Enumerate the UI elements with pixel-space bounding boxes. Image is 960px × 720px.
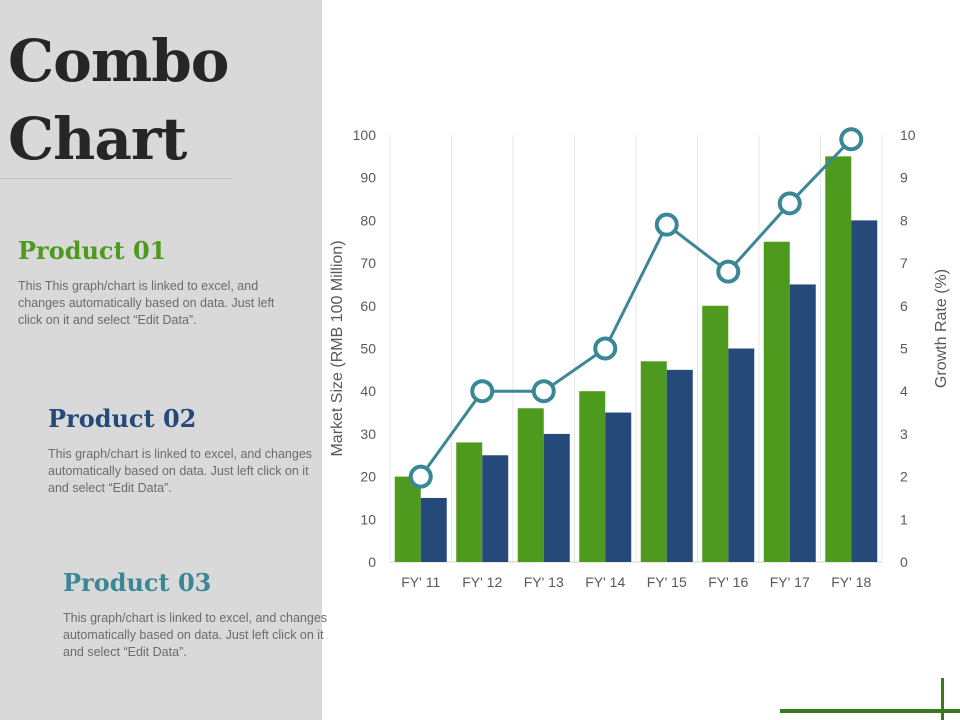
right-y-tick-label: 9 — [900, 170, 908, 186]
left-y-tick-label: 70 — [360, 255, 376, 271]
growth-rate-point — [777, 191, 802, 216]
title-line-2: Chart — [8, 105, 187, 173]
title-divider — [0, 178, 232, 179]
growth-rate-point — [408, 464, 433, 489]
right-y-tick-label: 1 — [900, 511, 908, 527]
page-title: Combo Chart — [8, 22, 229, 178]
left-y-tick-label: 100 — [353, 127, 377, 143]
bar-series-1 — [763, 241, 790, 562]
x-tick-label: FY' 15 — [647, 574, 687, 590]
left-y-tick-label: 10 — [360, 511, 376, 527]
product-03-description: This graph/chart is linked to excel, and… — [63, 611, 328, 659]
bar-series-2 — [420, 497, 447, 562]
product-01-block: Product 01 This This graph/chart is link… — [18, 236, 293, 329]
bar-series-1 — [640, 361, 667, 562]
right-y-tick-label: 5 — [900, 341, 908, 357]
growth-rate-point — [654, 212, 679, 237]
growth-rate-point — [716, 259, 741, 284]
sidebar-panel: Combo Chart Product 01 This This graph/ch… — [0, 0, 327, 720]
x-tick-label: FY' 13 — [524, 574, 564, 590]
x-tick-label: FY' 14 — [585, 574, 625, 590]
left-y-tick-label: 90 — [360, 170, 376, 186]
product-02-heading: Product 02 — [48, 404, 197, 433]
left-y-tick-label: 60 — [360, 298, 376, 314]
title-line-1: Combo — [8, 27, 229, 95]
right-y-tick-label: 6 — [900, 298, 908, 314]
right-y-tick-label: 3 — [900, 426, 908, 442]
bar-series-1 — [394, 476, 421, 562]
bar-series-2 — [543, 433, 570, 562]
right-y-tick-label: 2 — [900, 469, 908, 485]
bar-series-1 — [702, 305, 729, 562]
left-y-tick-label: 50 — [360, 341, 376, 357]
left-y-axis-title: Market Size (RMB 100 Million) — [329, 240, 346, 456]
right-y-tick-label: 7 — [900, 255, 908, 271]
product-01-heading: Product 01 — [18, 236, 167, 265]
x-tick-label: FY' 17 — [770, 574, 810, 590]
left-y-tick-label: 40 — [360, 383, 376, 399]
growth-rate-point — [839, 127, 864, 152]
product-03-heading: Product 03 — [63, 568, 212, 597]
left-y-tick-label: 0 — [368, 554, 376, 570]
bar-series-1 — [456, 442, 483, 562]
x-tick-label: FY' 11 — [401, 574, 440, 590]
bar-series-2 — [851, 220, 878, 562]
decorative-vertical-line — [941, 678, 944, 720]
x-tick-label: FY' 12 — [462, 574, 502, 590]
product-02-block: Product 02 This graph/chart is linked to… — [48, 404, 323, 497]
right-y-tick-label: 10 — [900, 127, 916, 143]
right-y-tick-label: 8 — [900, 212, 908, 228]
product-03-block: Product 03 This graph/chart is linked to… — [63, 568, 338, 661]
bar-series-2 — [605, 412, 632, 562]
product-01-description: This This graph/chart is linked to excel… — [18, 279, 275, 327]
growth-rate-point — [593, 336, 618, 361]
x-tick-label: FY' 16 — [708, 574, 748, 590]
left-y-tick-label: 30 — [360, 426, 376, 442]
bar-series-2 — [482, 455, 509, 562]
right-y-tick-label: 0 — [900, 554, 908, 570]
growth-rate-point — [470, 379, 495, 404]
bar-series-2 — [728, 348, 755, 562]
combo-chart: 0 10 20 30 40 50 60 70 80 90 100 0 1 2 3 4 5 6 7 8 9 10 Market… — [329, 127, 950, 590]
bar-series-2 — [789, 284, 816, 562]
growth-rate-point — [531, 379, 556, 404]
left-y-tick-label: 20 — [360, 469, 376, 485]
bar-series-1 — [825, 156, 852, 562]
right-y-axis-title: Growth Rate (%) — [933, 269, 950, 388]
bar-series-2 — [666, 369, 693, 562]
left-y-tick-label: 80 — [360, 212, 376, 228]
right-y-tick-label: 4 — [900, 383, 908, 399]
x-tick-label: FY' 18 — [831, 574, 871, 590]
product-02-description: This graph/chart is linked to excel, and… — [48, 447, 313, 495]
bar-series-1 — [517, 408, 544, 562]
bar-series-1 — [579, 391, 606, 562]
decorative-horizontal-line — [780, 709, 960, 713]
